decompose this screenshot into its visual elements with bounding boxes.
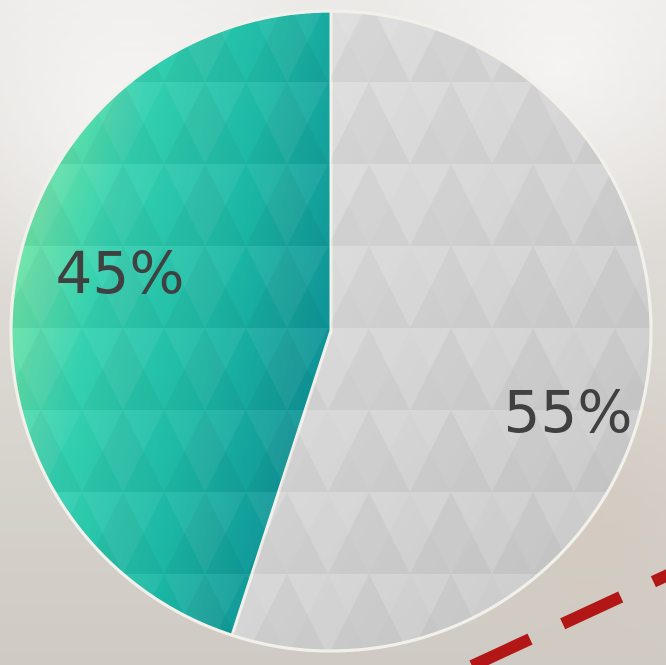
pie-labels: 45% 55%	[56, 239, 633, 446]
slice-label-1: 45%	[56, 239, 185, 307]
dashed-accent-line	[469, 569, 666, 665]
pie-rim	[9, 9, 653, 653]
pie-slices	[9, 9, 653, 653]
dashed-line-segment	[469, 569, 666, 665]
pie-slice-texture-2	[232, 11, 651, 651]
slice-label-2: 55%	[504, 378, 633, 446]
pie-slice-texture-1	[10, 11, 332, 636]
